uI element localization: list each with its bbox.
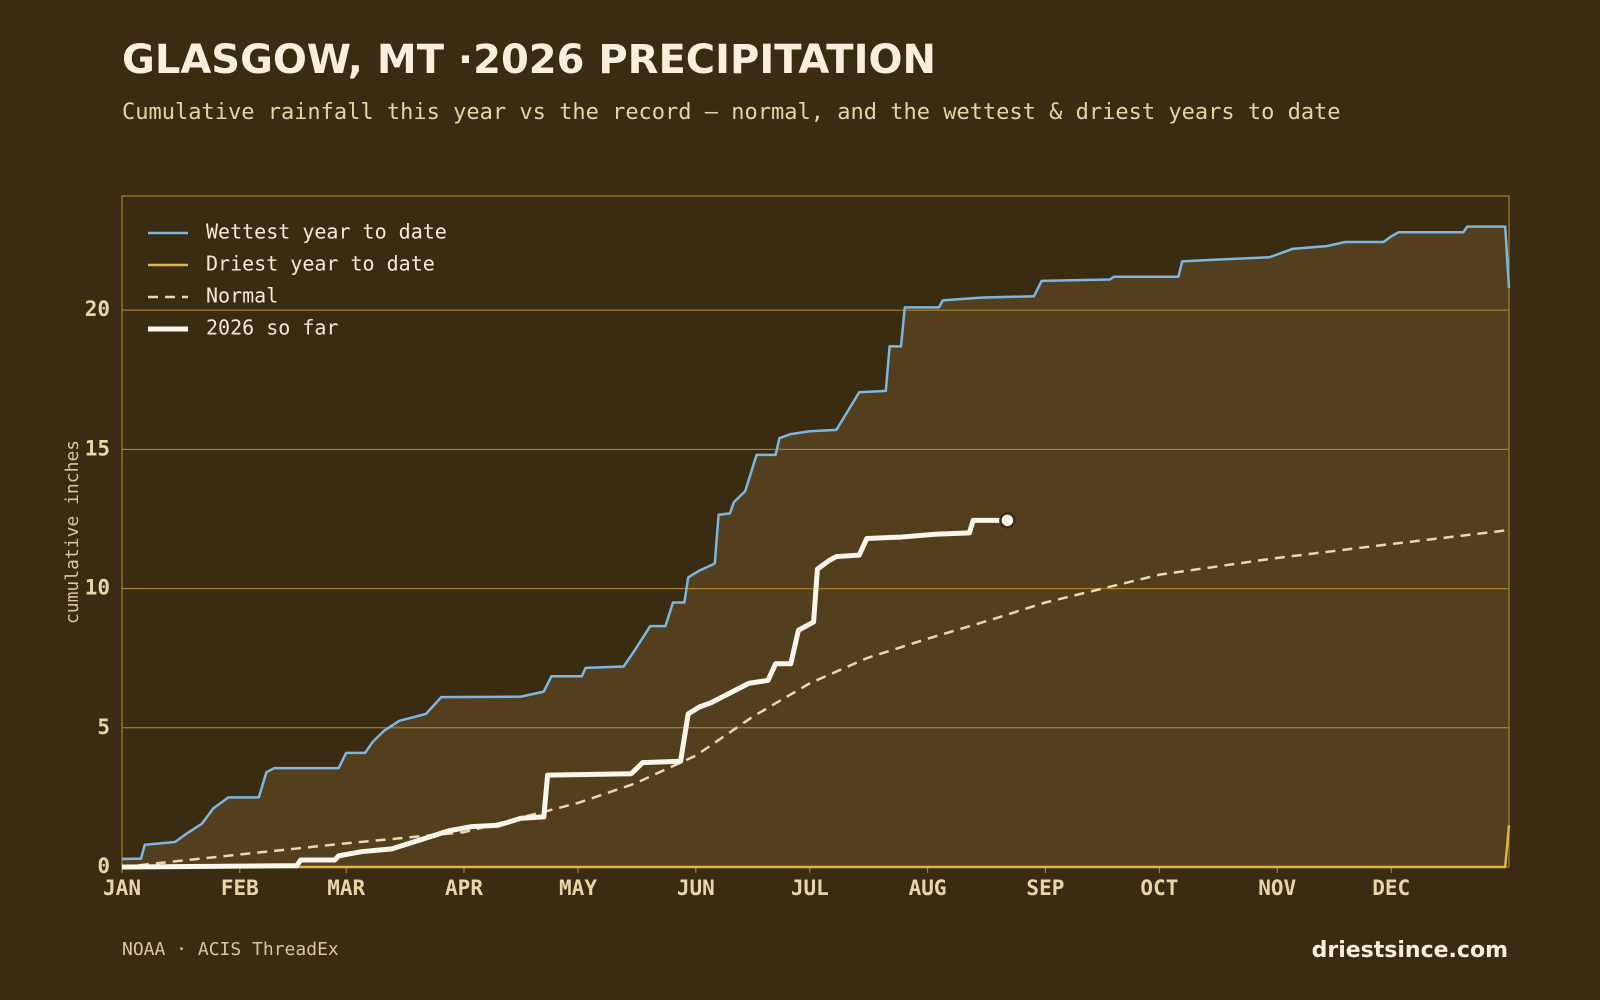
chart-subtitle: Cumulative rainfall this year vs the rec… xyxy=(122,100,1341,125)
y-tick-label: 0 xyxy=(97,854,110,878)
legend-label: Wettest year to date xyxy=(206,220,447,244)
chart-title: GLASGOW, MT ·2026 PRECIPITATION xyxy=(122,37,936,83)
x-tick-label: JUN xyxy=(677,876,715,900)
y-tick-label: 10 xyxy=(85,576,110,600)
legend-label: 2026 so far xyxy=(206,316,338,340)
plot-area: 0 5 10 15 20 JAN FEB MAR APR MAY JUN JUL AUG SEP OCT NO… xyxy=(85,195,1511,900)
x-tick-label: FEB xyxy=(221,876,259,900)
x-tick-label: MAR xyxy=(327,876,365,900)
x-tick-label: JAN xyxy=(103,876,141,900)
range-band xyxy=(122,226,1509,867)
brand: driestsince.com xyxy=(1312,938,1508,963)
legend-label: Normal xyxy=(206,284,278,308)
x-tick-label: SEP xyxy=(1026,876,1064,900)
end-dot xyxy=(999,512,1016,529)
y-tick-label: 20 xyxy=(85,297,110,321)
y-tick-label: 15 xyxy=(85,436,110,460)
source: NOAA · ACIS ThreadEx xyxy=(122,939,339,960)
x-tick-label: JUL xyxy=(791,876,829,900)
series-line xyxy=(122,825,1511,869)
y-axis-label: cumulative inches xyxy=(62,440,83,624)
x-tick-label: NOV xyxy=(1258,876,1296,900)
x-tick-label: AUG xyxy=(909,876,947,900)
x-tick-label: MAY xyxy=(559,876,597,900)
x-tick-label: DEC xyxy=(1372,876,1410,900)
legend-label: Driest year to date xyxy=(206,252,435,276)
x-tick-label: APR xyxy=(445,876,483,900)
series-line xyxy=(121,517,1008,870)
y-tick-label: 5 xyxy=(97,715,110,739)
series-line xyxy=(121,528,1510,869)
x-tick-label: OCT xyxy=(1140,876,1178,900)
series-line xyxy=(121,225,1511,861)
